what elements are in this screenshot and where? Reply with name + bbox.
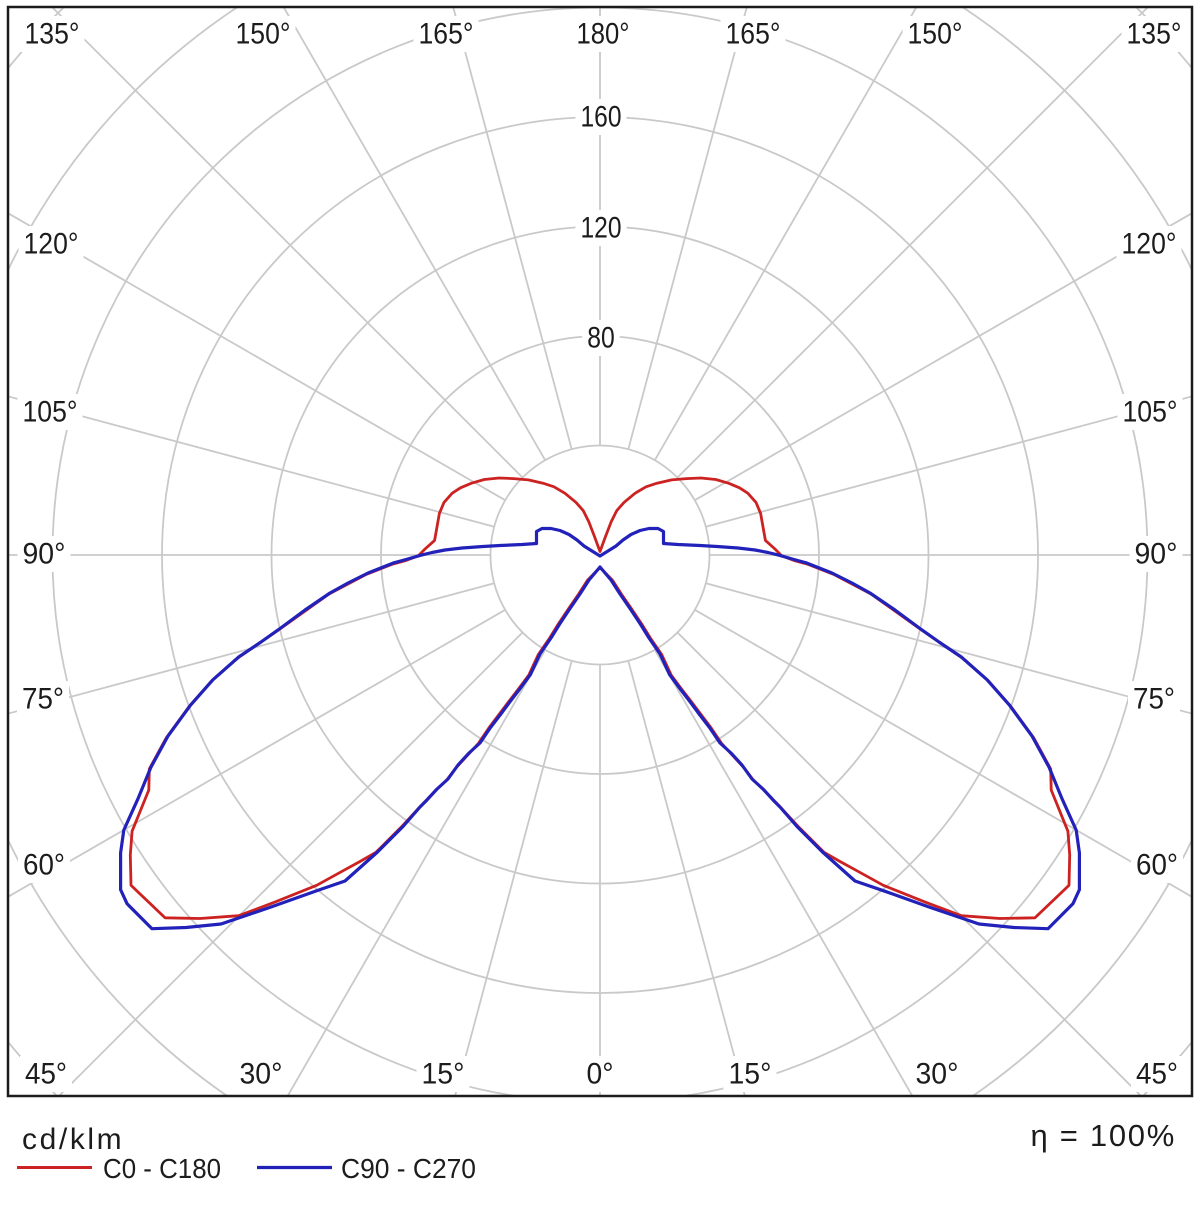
svg-text:η = 100%: η = 100% [1031,1118,1176,1153]
svg-text:C90 - C270: C90 - C270 [341,1153,476,1184]
svg-text:150°: 150° [236,18,291,51]
svg-text:135°: 135° [1127,18,1182,51]
svg-text:80: 80 [587,322,615,355]
svg-text:15°: 15° [422,1058,465,1091]
svg-text:180°: 180° [577,18,630,51]
svg-text:150°: 150° [908,18,963,51]
svg-text:75°: 75° [22,683,64,716]
svg-text:45°: 45° [1136,1058,1178,1091]
svg-text:105°: 105° [1123,396,1178,429]
svg-text:15°: 15° [729,1058,772,1091]
svg-text:30°: 30° [916,1058,959,1091]
svg-text:120: 120 [581,212,622,245]
svg-text:165°: 165° [419,18,474,51]
svg-text:0°: 0° [587,1058,614,1091]
svg-text:160: 160 [581,101,622,134]
svg-text:30°: 30° [240,1058,283,1091]
svg-text:135°: 135° [25,18,80,51]
svg-text:cd/klm: cd/klm [22,1123,124,1156]
svg-text:60°: 60° [23,849,65,882]
svg-text:105°: 105° [23,396,78,429]
svg-text:90°: 90° [23,538,66,571]
svg-text:120°: 120° [1122,228,1177,261]
svg-text:90°: 90° [1135,538,1178,571]
svg-text:C0 - C180: C0 - C180 [103,1153,221,1184]
svg-text:120°: 120° [24,228,79,261]
svg-text:165°: 165° [726,18,781,51]
svg-text:60°: 60° [1136,849,1178,882]
svg-text:75°: 75° [1133,683,1175,716]
svg-text:45°: 45° [25,1058,67,1091]
